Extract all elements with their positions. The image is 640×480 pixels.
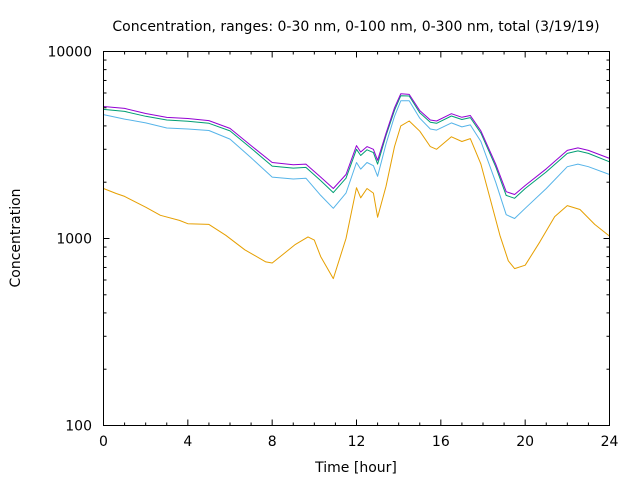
chart-title: Concentration, ranges: 0-30 nm, 0-100 nm… <box>112 19 599 35</box>
series-line-0-30-nm <box>103 120 610 280</box>
series-line-total <box>103 93 610 195</box>
x-axis-label: Time [hour] <box>314 460 397 476</box>
series-line-0-100-nm <box>103 100 610 219</box>
x-tick-labels: 0 4 8 12 16 20 24 <box>99 434 618 450</box>
y-tick-label: 1000 <box>56 232 92 248</box>
x-tick-label: 24 <box>601 434 619 450</box>
x-tick-label: 4 <box>183 434 192 450</box>
x-tick-label: 12 <box>348 434 366 450</box>
x-tick-label: 0 <box>99 434 108 450</box>
y-tick-label: 10000 <box>47 45 92 61</box>
y-axis-label: Concentration <box>8 188 24 287</box>
series-layer <box>103 93 610 280</box>
x-tick-label: 20 <box>516 434 534 450</box>
ticks-layer <box>103 51 610 426</box>
series-line-0-300-nm <box>103 95 610 199</box>
y-tick-labels: 100 1000 10000 <box>47 45 92 435</box>
y-tick-label: 100 <box>65 419 92 435</box>
x-tick-label: 16 <box>432 434 450 450</box>
x-tick-label: 8 <box>268 434 277 450</box>
